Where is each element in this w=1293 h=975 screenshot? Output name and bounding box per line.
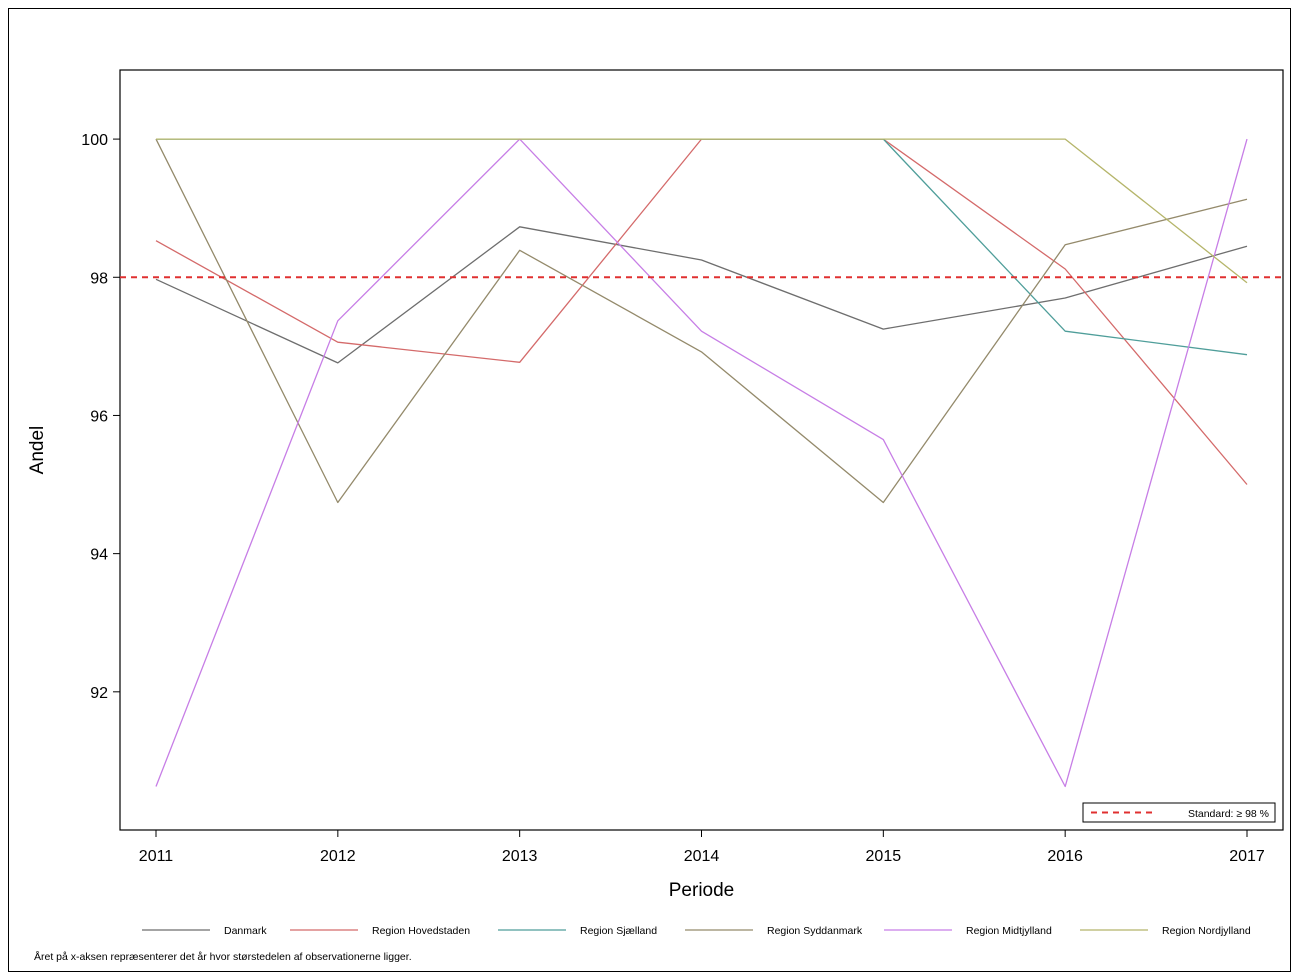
x-tick-label: 2011 [139, 848, 174, 865]
x-tick-label: 2012 [320, 848, 356, 865]
legend-label-5: Region Midtjylland [966, 925, 1052, 937]
chart-frame: 92 94 96 98 100 2011 2012 2013 2014 2015 2016 2017… [8, 8, 1291, 972]
plot-border [119, 69, 1284, 831]
footnote: Året på x-aksen repræsenterer det år hvo… [34, 950, 412, 963]
series-line-5 [155, 138, 1248, 788]
x-axis-title: Periode [669, 880, 735, 901]
legend-label-4: Region Syddanmark [767, 925, 863, 937]
line-chart: 92 94 96 98 100 2011 2012 2013 2014 2015 2016 2017… [27, 69, 1284, 963]
legend-label-2: Region Hovedstaden [372, 925, 470, 937]
y-tick-label: 100 [81, 132, 108, 149]
x-tick-label: 2017 [1229, 848, 1265, 865]
x-tick-label: 2016 [1047, 848, 1083, 865]
x-tick-label: 2015 [866, 848, 902, 865]
reference-legend-label: Standard: ≥ 98 % [1188, 808, 1269, 820]
series-line-6 [156, 138, 1248, 284]
x-tick-label: 2014 [684, 848, 720, 865]
series-line-1 [155, 226, 1248, 364]
legend-label-3: Region Sjælland [580, 925, 657, 937]
series-line-2 [155, 138, 1248, 485]
series-line-3 [156, 138, 1248, 356]
legend-label-6: Region Nordjylland [1162, 925, 1251, 937]
x-tick-label: 2013 [502, 848, 538, 865]
y-axis-title: Andel [27, 426, 48, 475]
y-tick-label: 92 [90, 685, 108, 702]
series-line-4 [155, 138, 1248, 504]
y-tick-label: 94 [90, 547, 108, 564]
legend-label-1: Danmark [224, 925, 267, 937]
y-tick-label: 96 [90, 408, 108, 425]
reference-legend-box [1082, 802, 1276, 823]
y-tick-label: 98 [90, 270, 108, 287]
